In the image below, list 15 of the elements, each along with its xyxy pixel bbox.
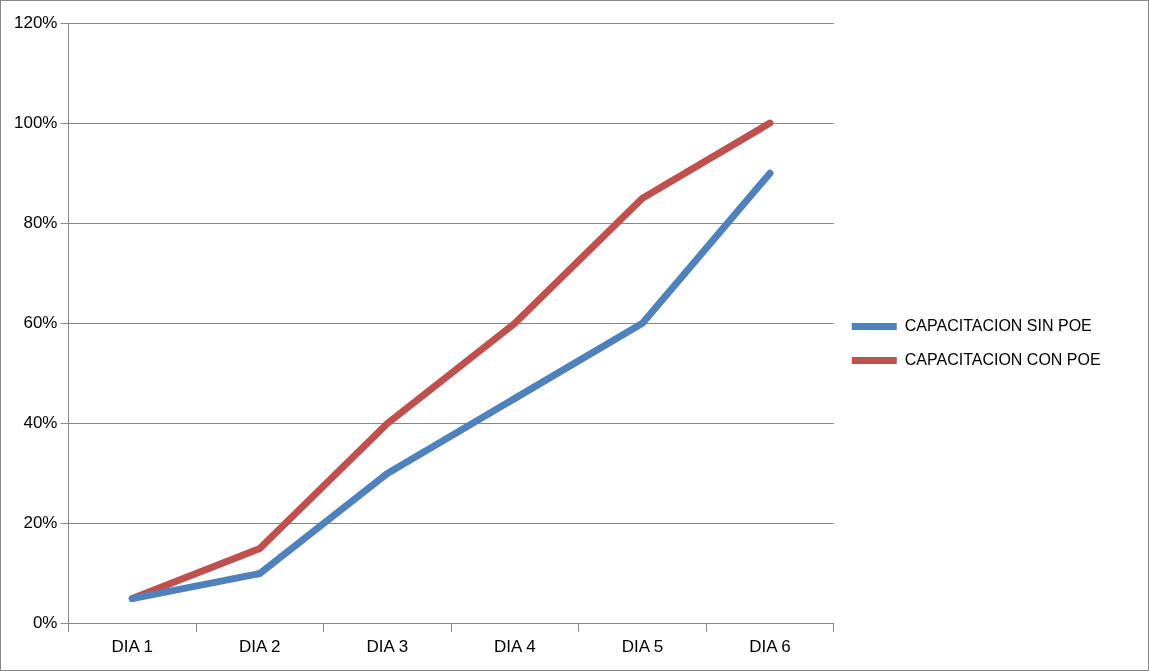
y-tick-label: 100% — [14, 112, 58, 132]
x-tick-label: DIA 2 — [239, 637, 281, 657]
x-tick-label: DIA 3 — [366, 637, 409, 657]
y-tick-label: 40% — [23, 413, 58, 433]
x-tick-label: DIA 5 — [621, 637, 664, 657]
y-tick-label: 60% — [23, 312, 58, 332]
x-tick-label: DIA 4 — [494, 637, 536, 657]
y-tick-label: 80% — [23, 212, 58, 232]
legend-label: CAPACITACION SIN POE — [904, 316, 1092, 334]
y-tick-label: 120% — [14, 12, 58, 32]
x-tick-label: DIA 6 — [749, 637, 791, 657]
x-tick-label: DIA 1 — [111, 637, 154, 657]
y-tick-label: 20% — [23, 513, 58, 533]
legend-label: CAPACITACION CON POE — [904, 350, 1101, 368]
y-tick-label: 0% — [32, 613, 58, 633]
